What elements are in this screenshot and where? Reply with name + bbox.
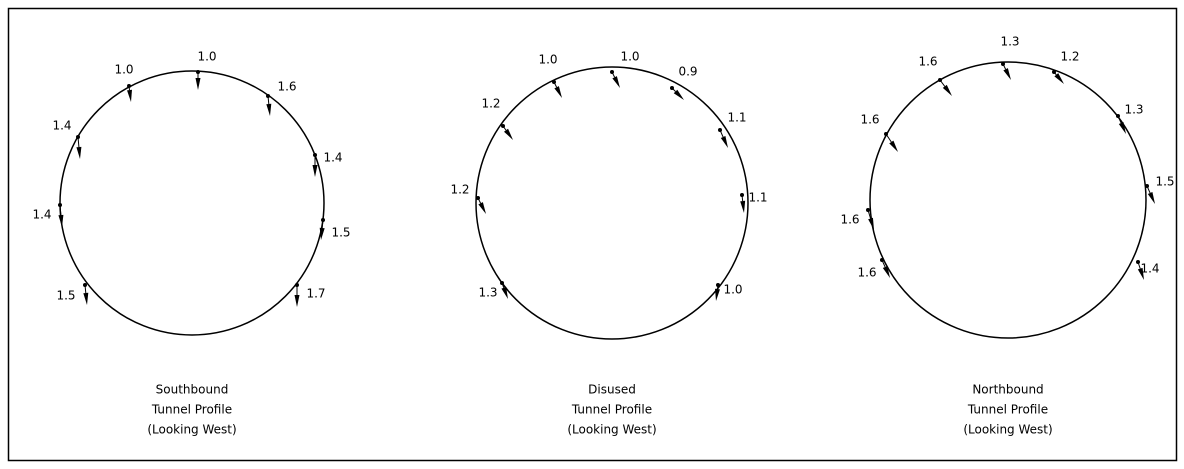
point-label: 1.3 [1000,35,1019,49]
arrow-shaft [881,259,886,268]
arrow-shaft [502,125,507,131]
tunnel-outline [869,61,1147,339]
point-label: 1.6 [277,80,296,94]
point-label: 1.6 [857,266,876,280]
arrow-shaft [1002,63,1007,70]
arrow-shaft [477,197,482,204]
arrow-head [740,200,746,213]
point-label: 1.6 [840,213,859,227]
arrow-head [715,288,720,301]
arrow-shaft [719,129,724,138]
arrow-shaft [885,133,892,143]
arrow-head [720,136,728,148]
arrow-shaft [671,87,676,92]
arrow-shaft [939,79,946,87]
profile-caption: Tunnel Profile [151,403,232,417]
point-label: 1.0 [197,50,216,64]
point-label: 1.5 [56,289,75,303]
arrow-head [554,86,562,98]
point-label: 1.5 [1155,175,1174,189]
point-label: 1.4 [1140,262,1159,276]
arrow-head [1003,68,1011,80]
arrow-head [294,295,300,307]
arrow-shaft [1137,261,1141,269]
arrow-head [1118,122,1126,134]
arrow-shaft [716,284,719,290]
arrow-head [312,165,318,177]
arrow-head [868,217,874,230]
arrow-shaft [611,71,616,78]
point-label: 1.0 [620,50,639,64]
arrow-shaft [1053,71,1057,76]
arrow-shaft [267,95,270,105]
arrow-head [882,266,890,278]
arrow-head [501,286,508,299]
arrow-head [889,140,898,152]
arrow-shaft [1146,185,1151,194]
tunnel-outline [59,70,325,336]
arrow-head [1147,192,1155,204]
profile-caption: Tunnel Profile [967,403,1048,417]
arrow-head [195,78,201,90]
point-label: 1.1 [748,191,767,205]
arrow-head [76,146,82,159]
point-label: 1.6 [918,55,937,69]
profile-caption: Disused [588,383,636,397]
arrow-head [266,103,272,116]
arrow-head [673,89,684,100]
profile-caption: (Looking West) [147,423,236,437]
arrow-head [58,214,64,227]
arrow-shaft [59,204,62,216]
profile-caption: Tunnel Profile [571,403,652,417]
point-label: 1.4 [323,151,342,165]
arrow-shaft [1117,115,1122,124]
frame [7,7,1178,462]
point-label: 1.4 [32,208,51,222]
profile-caption: Southbound [156,383,229,397]
point-label: 1.0 [538,53,557,67]
point-label: 1.0 [114,63,133,77]
point-label: 1.2 [481,97,500,111]
point-label: 1.2 [1060,50,1079,64]
point-label: 1.1 [727,111,746,125]
arrow-head [503,128,513,140]
arrow-head [127,89,132,102]
arrow-head [942,84,952,96]
arrow-shaft [321,219,324,229]
point-label: 0.9 [678,65,697,79]
arrow-shaft [553,81,558,88]
arrow-head [83,292,89,305]
arrow-head [478,202,486,214]
arrow-shaft [867,209,872,219]
arrow-head [612,76,620,88]
arrow-shaft [77,136,80,148]
profile-caption: (Looking West) [567,423,656,437]
profile-caption: (Looking West) [963,423,1052,437]
arrow-shaft [84,284,87,294]
arrow-head [1054,73,1064,84]
point-label: 1.3 [1124,103,1143,117]
point-label: 1.4 [52,119,71,133]
arrow-shaft [128,85,131,91]
point-label: 1.6 [860,113,879,127]
point-label: 1.0 [723,283,742,297]
arrow-shaft [741,194,744,202]
tunnel-outline [475,66,749,340]
arrow-head [1137,267,1144,280]
arrow-head [319,227,325,240]
arrow-shaft [501,282,505,288]
point-label: 1.3 [478,286,497,300]
point-label: 1.7 [306,287,325,301]
profile-caption: Northbound [972,383,1043,397]
point-label: 1.5 [331,226,350,240]
point-label: 1.2 [450,183,469,197]
